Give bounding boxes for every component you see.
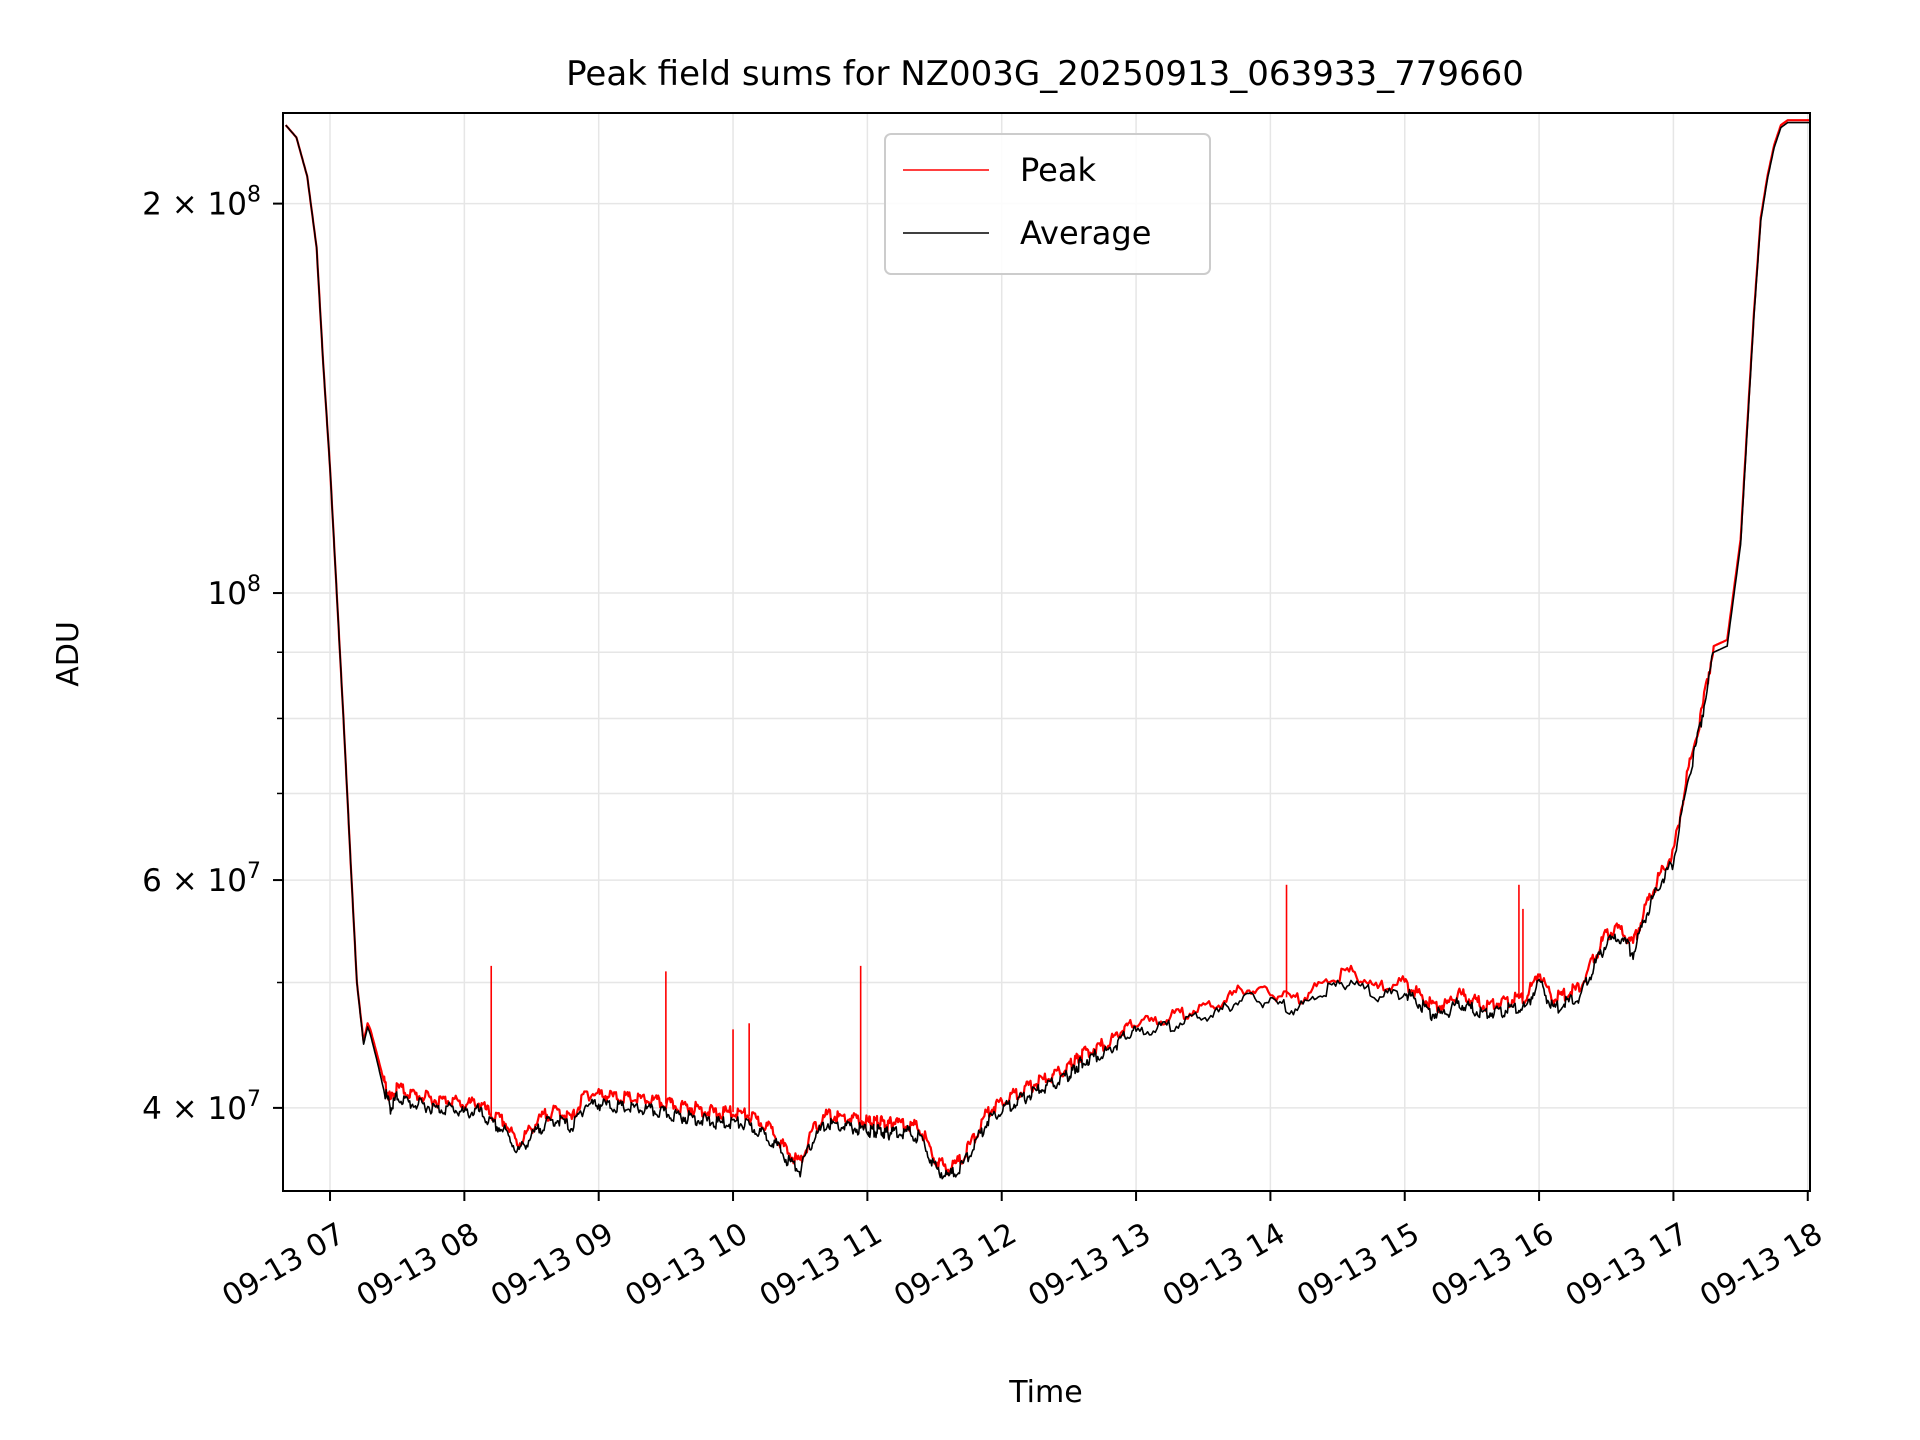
y-tick-label: 6 × 107 (142, 859, 261, 899)
y-tick-label-exponent: 7 (247, 859, 261, 884)
y-tick-label-exponent: 7 (247, 1087, 261, 1112)
y-tick-label-exponent: 8 (247, 572, 261, 597)
y-axis-label: ADU (51, 621, 86, 687)
y-tick-label-base: 4 × 10 (142, 1091, 247, 1127)
series-line-average (285, 121, 1810, 1180)
y-tick-label: 4 × 107 (142, 1087, 261, 1127)
legend-label-average: Average (1020, 214, 1151, 252)
y-tick-label: 108 (208, 572, 261, 612)
legend-box (884, 133, 1211, 275)
x-axis-label: Time (1008, 1375, 1082, 1410)
chart-title: Peak field sums for NZ003G_20250913_0639… (566, 54, 1524, 94)
y-tick-label-base: 6 × 10 (142, 863, 247, 899)
y-tick-label-base: 2 × 10 (142, 187, 247, 223)
y-tick-label: 2 × 108 (142, 183, 261, 223)
series-layer (284, 119, 1810, 1180)
grid-lines (283, 113, 1810, 1191)
y-tick-label-exponent: 8 (247, 183, 261, 208)
legend-label-peak: Peak (1020, 151, 1096, 189)
legend: Peak Average (884, 133, 1211, 275)
y-tick-label-base: 10 (208, 576, 247, 612)
